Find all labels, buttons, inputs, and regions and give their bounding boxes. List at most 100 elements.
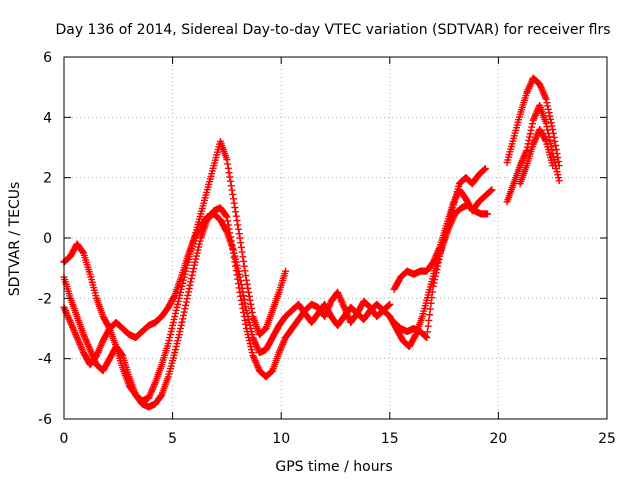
data-point: [222, 227, 230, 235]
data-point: [226, 173, 234, 181]
data-point: [526, 133, 534, 141]
data-point: [242, 272, 250, 280]
data-point: [526, 130, 534, 138]
data-point: [242, 320, 250, 328]
data-point: [180, 308, 188, 316]
data-point: [554, 154, 562, 162]
y-axis-label: SDTVAR / TECUs: [7, 182, 23, 297]
data-point: [543, 123, 551, 131]
series-track-g: [503, 101, 563, 206]
data-point: [189, 268, 197, 276]
data-point: [188, 271, 196, 279]
data-point: [182, 301, 190, 309]
data-point: [235, 230, 243, 238]
data-point: [433, 266, 441, 274]
data-point: [240, 292, 248, 300]
data-point: [546, 112, 554, 120]
data-points: [60, 74, 563, 411]
data-point: [434, 262, 442, 270]
data-point: [179, 311, 187, 319]
y-tick-label: 0: [43, 231, 52, 247]
data-point: [554, 158, 562, 166]
y-tick-label: 2: [43, 171, 52, 187]
data-point: [238, 284, 246, 292]
data-point: [225, 169, 233, 177]
x-axis-label: GPS time / hours: [275, 459, 392, 475]
data-point: [233, 217, 241, 225]
data-point: [544, 105, 552, 113]
data-point: [431, 276, 439, 284]
data-point: [247, 300, 255, 308]
data-point: [224, 160, 232, 168]
series-track-f: [503, 74, 563, 170]
chart-title: Day 136 of 2014, Sidereal Day-to-day VTE…: [55, 22, 610, 38]
x-tick-label: 10: [272, 431, 290, 447]
data-point: [425, 316, 433, 324]
data-point: [429, 282, 437, 290]
data-point: [187, 278, 195, 286]
data-point: [241, 299, 249, 307]
data-point: [232, 212, 240, 220]
data-point: [527, 126, 535, 134]
x-tick-label: 5: [168, 431, 177, 447]
data-point: [423, 328, 431, 336]
data-point: [230, 199, 238, 207]
data-point: [484, 210, 492, 218]
data-point: [229, 190, 237, 198]
data-point: [232, 208, 240, 216]
data-point: [238, 248, 246, 256]
data-point: [248, 304, 256, 312]
data-point: [237, 239, 245, 247]
data-point: [184, 291, 192, 299]
data-point: [177, 321, 185, 329]
data-point: [185, 285, 193, 293]
data-point: [187, 275, 195, 283]
data-point: [528, 123, 536, 131]
data-point: [239, 288, 247, 296]
data-point: [432, 269, 440, 277]
data-point: [555, 177, 563, 185]
data-point: [178, 318, 186, 326]
data-point: [240, 257, 248, 265]
data-point: [246, 296, 254, 304]
data-point: [79, 248, 87, 256]
y-tick-label: -6: [38, 412, 52, 428]
data-point: [222, 212, 230, 220]
data-point: [229, 195, 237, 203]
data-point: [552, 141, 560, 149]
data-point: [224, 217, 232, 225]
data-point: [186, 281, 194, 289]
data-point: [424, 322, 432, 330]
data-point: [551, 137, 559, 145]
series-track-d: [390, 165, 489, 342]
data-point: [237, 281, 245, 289]
y-tick-label: 6: [43, 50, 52, 66]
data-point: [239, 253, 247, 261]
data-point: [542, 95, 550, 103]
data-point: [182, 298, 190, 306]
data-point: [240, 295, 248, 303]
x-tick-label: 15: [381, 431, 399, 447]
data-point: [227, 177, 235, 185]
data-point: [223, 156, 231, 164]
x-tick-label: 0: [60, 431, 69, 447]
data-point: [231, 203, 239, 211]
x-tick-label: 25: [598, 431, 616, 447]
y-tick-label: -2: [38, 291, 52, 307]
data-point: [228, 186, 236, 194]
data-point: [234, 221, 242, 229]
data-point: [543, 99, 551, 107]
data-point: [248, 308, 256, 316]
data-point: [411, 332, 419, 340]
data-point: [179, 315, 187, 323]
data-point: [237, 277, 245, 285]
data-point: [431, 272, 439, 280]
data-point: [528, 120, 536, 128]
data-point: [118, 351, 126, 359]
data-point: [523, 147, 531, 155]
series-track-e: [390, 186, 496, 293]
data-point: [224, 164, 232, 172]
y-tick-label: -4: [38, 352, 52, 368]
